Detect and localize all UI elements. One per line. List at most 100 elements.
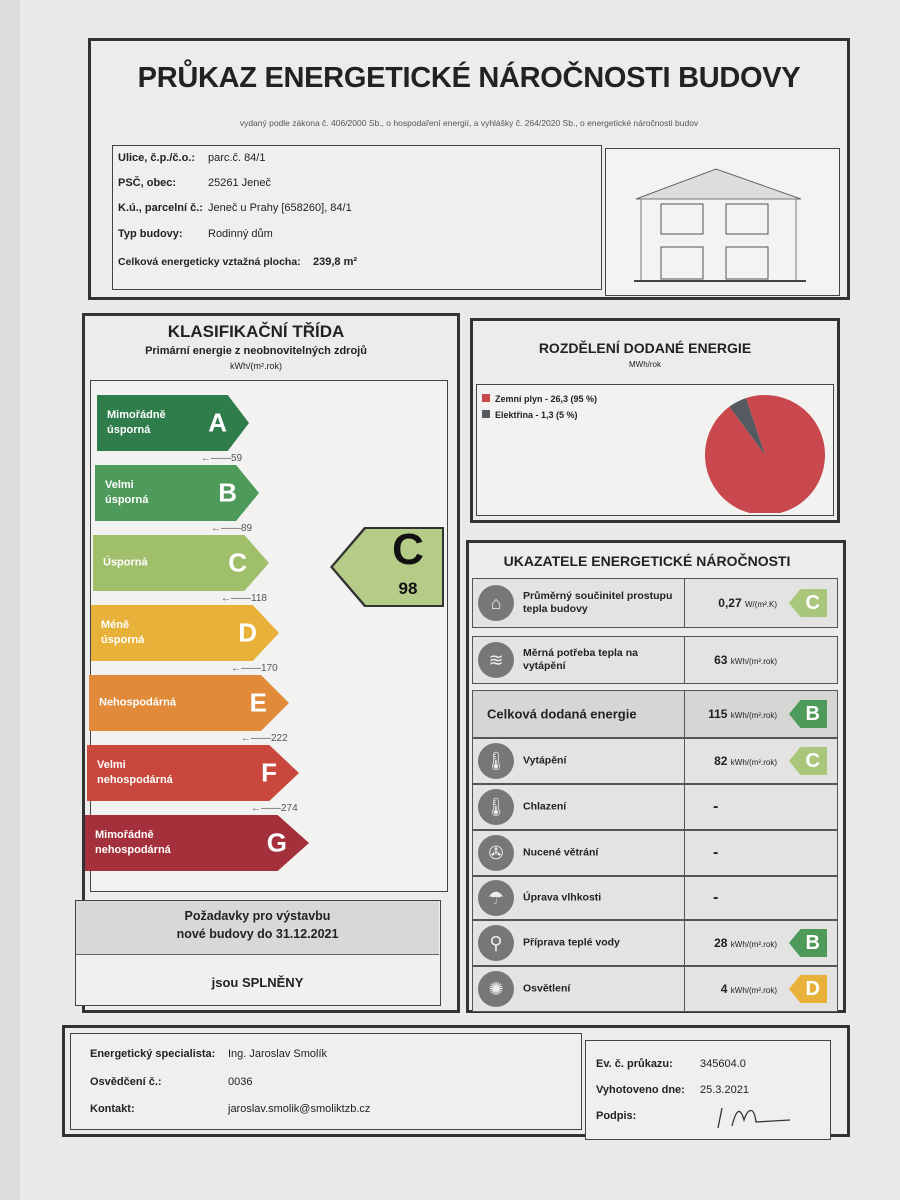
indicator-class-badge: B [789,700,827,728]
class-threshold: ←——222 [241,733,288,744]
humidity-icon: ☂ [478,880,514,916]
distribution-title: ROZDĚLENÍ DODANÉ ENERGIE [538,340,752,356]
pie-slice [705,394,825,513]
cert-number: 0036 [228,1076,253,1088]
class-letter: G [266,827,287,858]
requirements-box: Požadavky pro výstavbu nové budovy do 31… [75,900,441,1006]
indicator-row: 🌡 Vytápění 82 kWh/(m².rok) C [472,738,838,784]
indicator-name: Chlazení [523,800,567,813]
indicator-row: ✺ Osvětlení 4 kWh/(m².rok) D [472,966,838,1012]
indicator-value: 0,27 W/(m².K) [718,596,777,610]
class-label: Méně úsporná [101,619,145,646]
house-icon: ⌂ [478,585,514,621]
class-threshold: ←——118 [221,593,267,604]
class-bar-b: Velmi úsporná B [95,465,259,521]
indicator-name: Celková dodaná energie [487,706,637,722]
document-subtitle: vydaný podle zákona č. 406/2000 Sb., o h… [239,118,699,128]
cert-label: Osvědčení č.: [90,1076,162,1088]
indicator-value: - [713,844,719,861]
class-label: Velmi nehospodárná [97,759,173,786]
class-label: Velmi úsporná [105,479,149,506]
signature [717,1107,791,1129]
indicator-row: ☂ Úprava vlhkosti - [472,876,838,920]
indicator-row: ⚲ Příprava teplé vody 28 kWh/(m².rok) B [472,920,838,966]
building-field-label: Typ budovy: [118,228,183,240]
classification-unit: kWh/(m².rok) [230,361,282,371]
indicator-value: 82 kWh/(m².rok) [714,754,777,768]
class-letter: F [261,757,277,788]
indicator-class-badge: B [789,929,827,957]
class-label: Úsporná [103,556,148,569]
building-field-value: 25261 Jeneč [208,177,271,189]
indicator-row: ⌂ Průměrný součinitel prostupu tepla budo… [472,578,838,628]
building-field-value: 239,8 m² [313,256,358,268]
legend-swatch [482,410,490,418]
class-threshold: ←——170 [231,663,278,674]
class-bar-d: Méně úsporná D [91,605,279,661]
requirements-text-2: nové budovy do 31.12.2021 [176,927,339,941]
contact-email: jaroslav.smolik@smoliktzb.cz [228,1103,371,1115]
specialist-name: Ing. Jaroslav Smolík [228,1048,328,1060]
bulb-icon: ✺ [478,971,514,1007]
distribution-unit: MWh/rok [629,360,661,369]
class-label: Mimořádně úsporná [107,409,166,436]
certificate-box [585,1040,831,1140]
classification-title: KLASIFIKAČNÍ TŘÍDA [167,322,345,341]
building-field-label: Celková energeticky vztažná plocha: [118,256,301,268]
class-label: Mimořádně nehospodárná [95,829,171,856]
indicator-name: Měrná potřeba tepla na vytápění [523,647,638,672]
building-field-label: PSČ, obec: [118,177,177,189]
indicator-value: 28 kWh/(m².rok) [714,936,777,950]
specialist-label: Energetický specialista: [90,1048,216,1060]
building-field-label: K.ú., parcelní č.: [118,202,203,214]
building-field-label: Ulice, č.p./č.o.: [118,152,196,164]
result-value: 98 [398,579,418,598]
class-bar-e: Nehospodárná E [89,675,289,731]
indicator-value: - [713,889,719,906]
class-letter: D [238,617,257,648]
class-bar-c: Úsporná C [93,535,269,591]
indicator-class-badge: D [789,975,827,1003]
indicator-name: Příprava teplé vody [523,936,620,949]
building-field-value: parc.č. 84/1 [208,152,266,164]
class-bar-g: Mimořádně nehospodárná G [85,815,309,871]
building-field-value: Jeneč u Prahy [658260], 84/1 [208,202,352,214]
pie-slice [729,398,765,455]
requirements-status: jsou SPLNĚNY [211,975,304,990]
heat-need-icon: ≋ [478,642,514,678]
indicator-row: ✇ Nucené větrání - [472,830,838,876]
ev-number: 345604.0 [700,1058,746,1070]
building-facade-image [634,168,806,282]
indicator-name: Úprava vlhkosti [523,891,602,904]
class-threshold: ←——89 [211,523,253,534]
building-drawing [605,148,840,296]
legend-item: Zemní plyn - 26,3 (95 %) [482,394,597,404]
specialist-box [70,1033,582,1130]
legend-item: Elektřina - 1,3 (5 %) [482,410,578,420]
ev-label: Ev. č. průkazu: [596,1058,673,1070]
indicator-value: - [713,798,719,815]
class-letter: C [228,547,247,578]
document-title: PRŮKAZ ENERGETICKÉ NÁROČNOSTI BUDOVY [137,62,801,94]
class-label: Nehospodárná [99,696,177,709]
class-bar-f: Velmi nehospodárná F [87,745,299,801]
class-letter: B [218,477,237,508]
indicator-class-badge: C [789,747,827,775]
class-bar-a: Mimořádně úsporná A [97,395,249,451]
indicator-name: Osvětlení [523,982,571,995]
building-info [112,145,602,290]
class-letter: A [208,407,227,438]
classification-subtitle: Primární energie z neobnovitelných zdroj… [145,345,367,357]
class-threshold: ←——274 [251,803,298,814]
tap-icon: ⚲ [478,925,514,961]
requirements-text-1: Požadavky pro výstavbu [184,909,331,923]
indicator-class-badge: C [789,589,827,617]
contact-label: Kontakt: [90,1103,135,1115]
class-letter: E [249,687,267,718]
date-label: Vyhotoveno dne: [596,1084,685,1096]
indicator-value: 4 kWh/(m².rok) [720,982,777,996]
cooling-icon: 🌡 [478,789,514,825]
indicator-value: 63 kWh/(m².rok) [714,653,777,667]
issue-date: 25.3.2021 [700,1084,749,1096]
signature-label: Podpis: [596,1110,637,1122]
